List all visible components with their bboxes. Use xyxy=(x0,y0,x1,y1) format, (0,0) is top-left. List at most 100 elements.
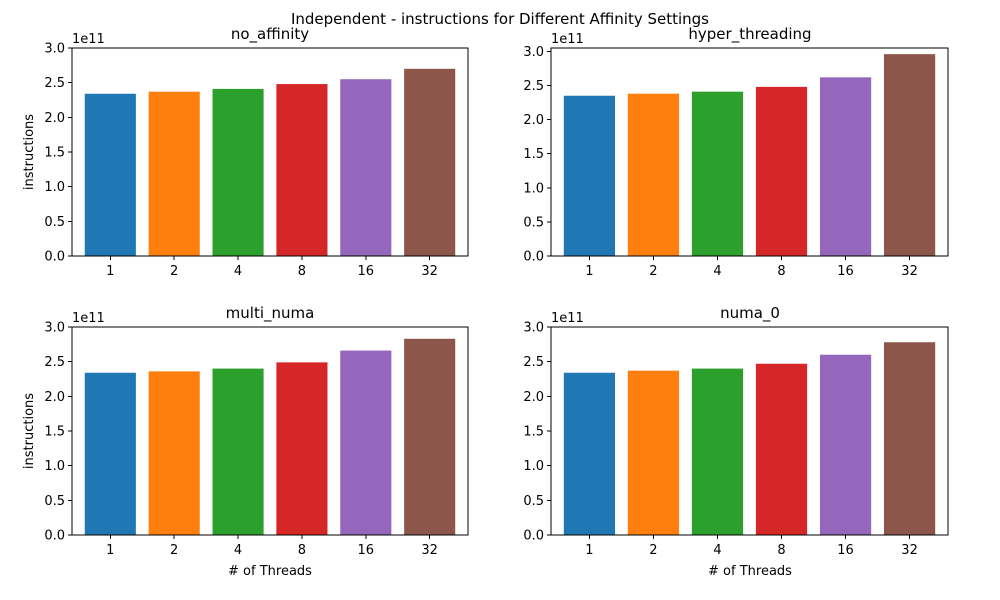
y-tick-label: 0.5 xyxy=(523,494,544,509)
x-tick-label: 4 xyxy=(234,543,242,558)
bar-16 xyxy=(819,77,872,256)
bars-group xyxy=(563,342,936,535)
x-tick-label: 16 xyxy=(358,264,375,279)
y-offset-label: 1e11 xyxy=(551,32,584,47)
y-tick-label: 2.5 xyxy=(523,355,544,370)
bar-16 xyxy=(340,79,392,256)
y-tick-label: 0.0 xyxy=(523,529,544,544)
subplot-title: numa_0 xyxy=(720,304,780,323)
bar-4 xyxy=(212,88,264,256)
bars-group xyxy=(563,54,936,257)
x-tick-label: 8 xyxy=(777,543,785,558)
x-tick-label: 4 xyxy=(713,264,721,279)
y-offset-label: 1e11 xyxy=(551,311,584,326)
axes-frame xyxy=(550,326,949,536)
figure-suptitle: Independent - instructions for Different… xyxy=(291,10,709,28)
x-tick-label: 16 xyxy=(837,543,854,558)
y-tick-label: 1.0 xyxy=(44,180,65,195)
subplot-no-affinity: no_affinity 1e11 instructions 1 2 4 8 16 32 0.… xyxy=(22,25,469,280)
axes-frame xyxy=(71,47,469,257)
bar-1 xyxy=(84,93,136,256)
x-tick-label: 8 xyxy=(298,543,306,558)
y-tick-label: 1.5 xyxy=(523,425,544,440)
x-tick-label: 1 xyxy=(106,543,114,558)
y-tick-label: 2.0 xyxy=(523,390,544,405)
y-tick-label: 2.0 xyxy=(44,111,65,126)
y-tick-label: 2.5 xyxy=(44,355,65,370)
y-tick-label: 3.0 xyxy=(44,321,65,336)
bar-1 xyxy=(563,95,616,257)
y-tick-label: 2.5 xyxy=(523,79,544,94)
y-tick-label: 0.5 xyxy=(44,215,65,230)
y-tick-label: 0.0 xyxy=(523,250,544,265)
bar-4 xyxy=(691,91,744,257)
x-tick-label: 16 xyxy=(837,264,854,279)
bar-2 xyxy=(627,370,680,535)
x-tick-label: 2 xyxy=(170,543,178,558)
x-tick-label: 1 xyxy=(585,264,593,279)
x-tick-label: 32 xyxy=(901,543,918,558)
bar-4 xyxy=(691,368,744,535)
bar-16 xyxy=(340,350,392,535)
bar-4 xyxy=(212,368,264,535)
bar-16 xyxy=(819,354,872,535)
y-offset-label: 1e11 xyxy=(72,311,105,326)
x-tick-label: 16 xyxy=(358,543,375,558)
y-axis-label: instructions xyxy=(22,393,37,469)
bars-group xyxy=(84,68,456,257)
y-tick-label: 3.0 xyxy=(44,42,65,57)
bar-2 xyxy=(148,371,200,535)
bar-8 xyxy=(276,84,328,256)
y-tick-label: 2.5 xyxy=(44,76,65,91)
ticks-group: 1 2 4 8 16 32 0.0 0.5 1.0 1.5 2.0 2.5 3.0 xyxy=(44,42,438,280)
ticks-group: 1 2 4 8 16 32 0.0 0.5 1.0 1.5 2.0 2.5 3.0 xyxy=(44,321,438,559)
x-tick-label: 2 xyxy=(170,264,178,279)
x-tick-label: 8 xyxy=(298,264,306,279)
bar-8 xyxy=(276,362,328,535)
bar-8 xyxy=(755,86,808,257)
bar-32 xyxy=(404,68,456,256)
x-tick-label: 8 xyxy=(777,264,785,279)
y-tick-label: 1.5 xyxy=(44,425,65,440)
subplot-title: hyper_threading xyxy=(688,25,811,44)
y-axis-label: instructions xyxy=(22,114,37,190)
bar-1 xyxy=(84,372,136,535)
y-tick-label: 1.5 xyxy=(44,146,65,161)
bar-2 xyxy=(627,93,680,256)
x-tick-label: 32 xyxy=(421,264,438,279)
bars-group xyxy=(84,338,456,535)
subplot-title: multi_numa xyxy=(226,304,315,323)
ticks-group: 1 2 4 8 16 32 0.0 0.5 1.0 1.5 2.0 2.5 3.0 xyxy=(523,321,918,559)
axes-frame xyxy=(71,326,469,536)
x-axis-label: # of Threads xyxy=(708,564,792,579)
y-tick-label: 3.0 xyxy=(523,45,544,60)
y-tick-label: 1.5 xyxy=(523,147,544,162)
subplot-title: no_affinity xyxy=(231,25,309,44)
subplot-numa-0: numa_0 1e11 # of Threads 1 2 4 8 16 320.00.51… xyxy=(523,304,949,579)
x-tick-label: 32 xyxy=(421,543,438,558)
x-tick-label: 4 xyxy=(234,264,242,279)
x-tick-label: 4 xyxy=(713,543,721,558)
bar-8 xyxy=(755,363,808,535)
y-tick-label: 2.0 xyxy=(44,390,65,405)
y-tick-label: 1.0 xyxy=(44,459,65,474)
bar-32 xyxy=(883,342,936,535)
x-tick-label: 2 xyxy=(649,543,657,558)
subplot-multi-numa: multi_numa 1e11 instructions # of Thread… xyxy=(22,304,469,579)
x-tick-label: 1 xyxy=(106,264,114,279)
subplot-hyper-threading: hyper_threading 1e11 1 2 4 8 16 32 0.0 0.5 1.0 1.… xyxy=(523,25,949,279)
axes-frame xyxy=(550,47,949,257)
x-tick-label: 32 xyxy=(901,264,918,279)
y-tick-label: 0.0 xyxy=(44,250,65,265)
y-tick-label: 2.0 xyxy=(523,113,544,128)
y-tick-label: 3.0 xyxy=(523,321,544,336)
ticks-group: 1 2 4 8 16 32 0.0 0.5 1.0 1.5 2.0 2.5 3.0 xyxy=(523,45,918,279)
y-tick-label: 1.0 xyxy=(523,181,544,196)
bar-2 xyxy=(148,91,200,257)
bar-32 xyxy=(883,54,936,256)
y-tick-label: 1.0 xyxy=(523,459,544,474)
bar-32 xyxy=(404,338,456,535)
x-tick-label: 1 xyxy=(585,543,593,558)
x-tick-label: 2 xyxy=(649,264,657,279)
